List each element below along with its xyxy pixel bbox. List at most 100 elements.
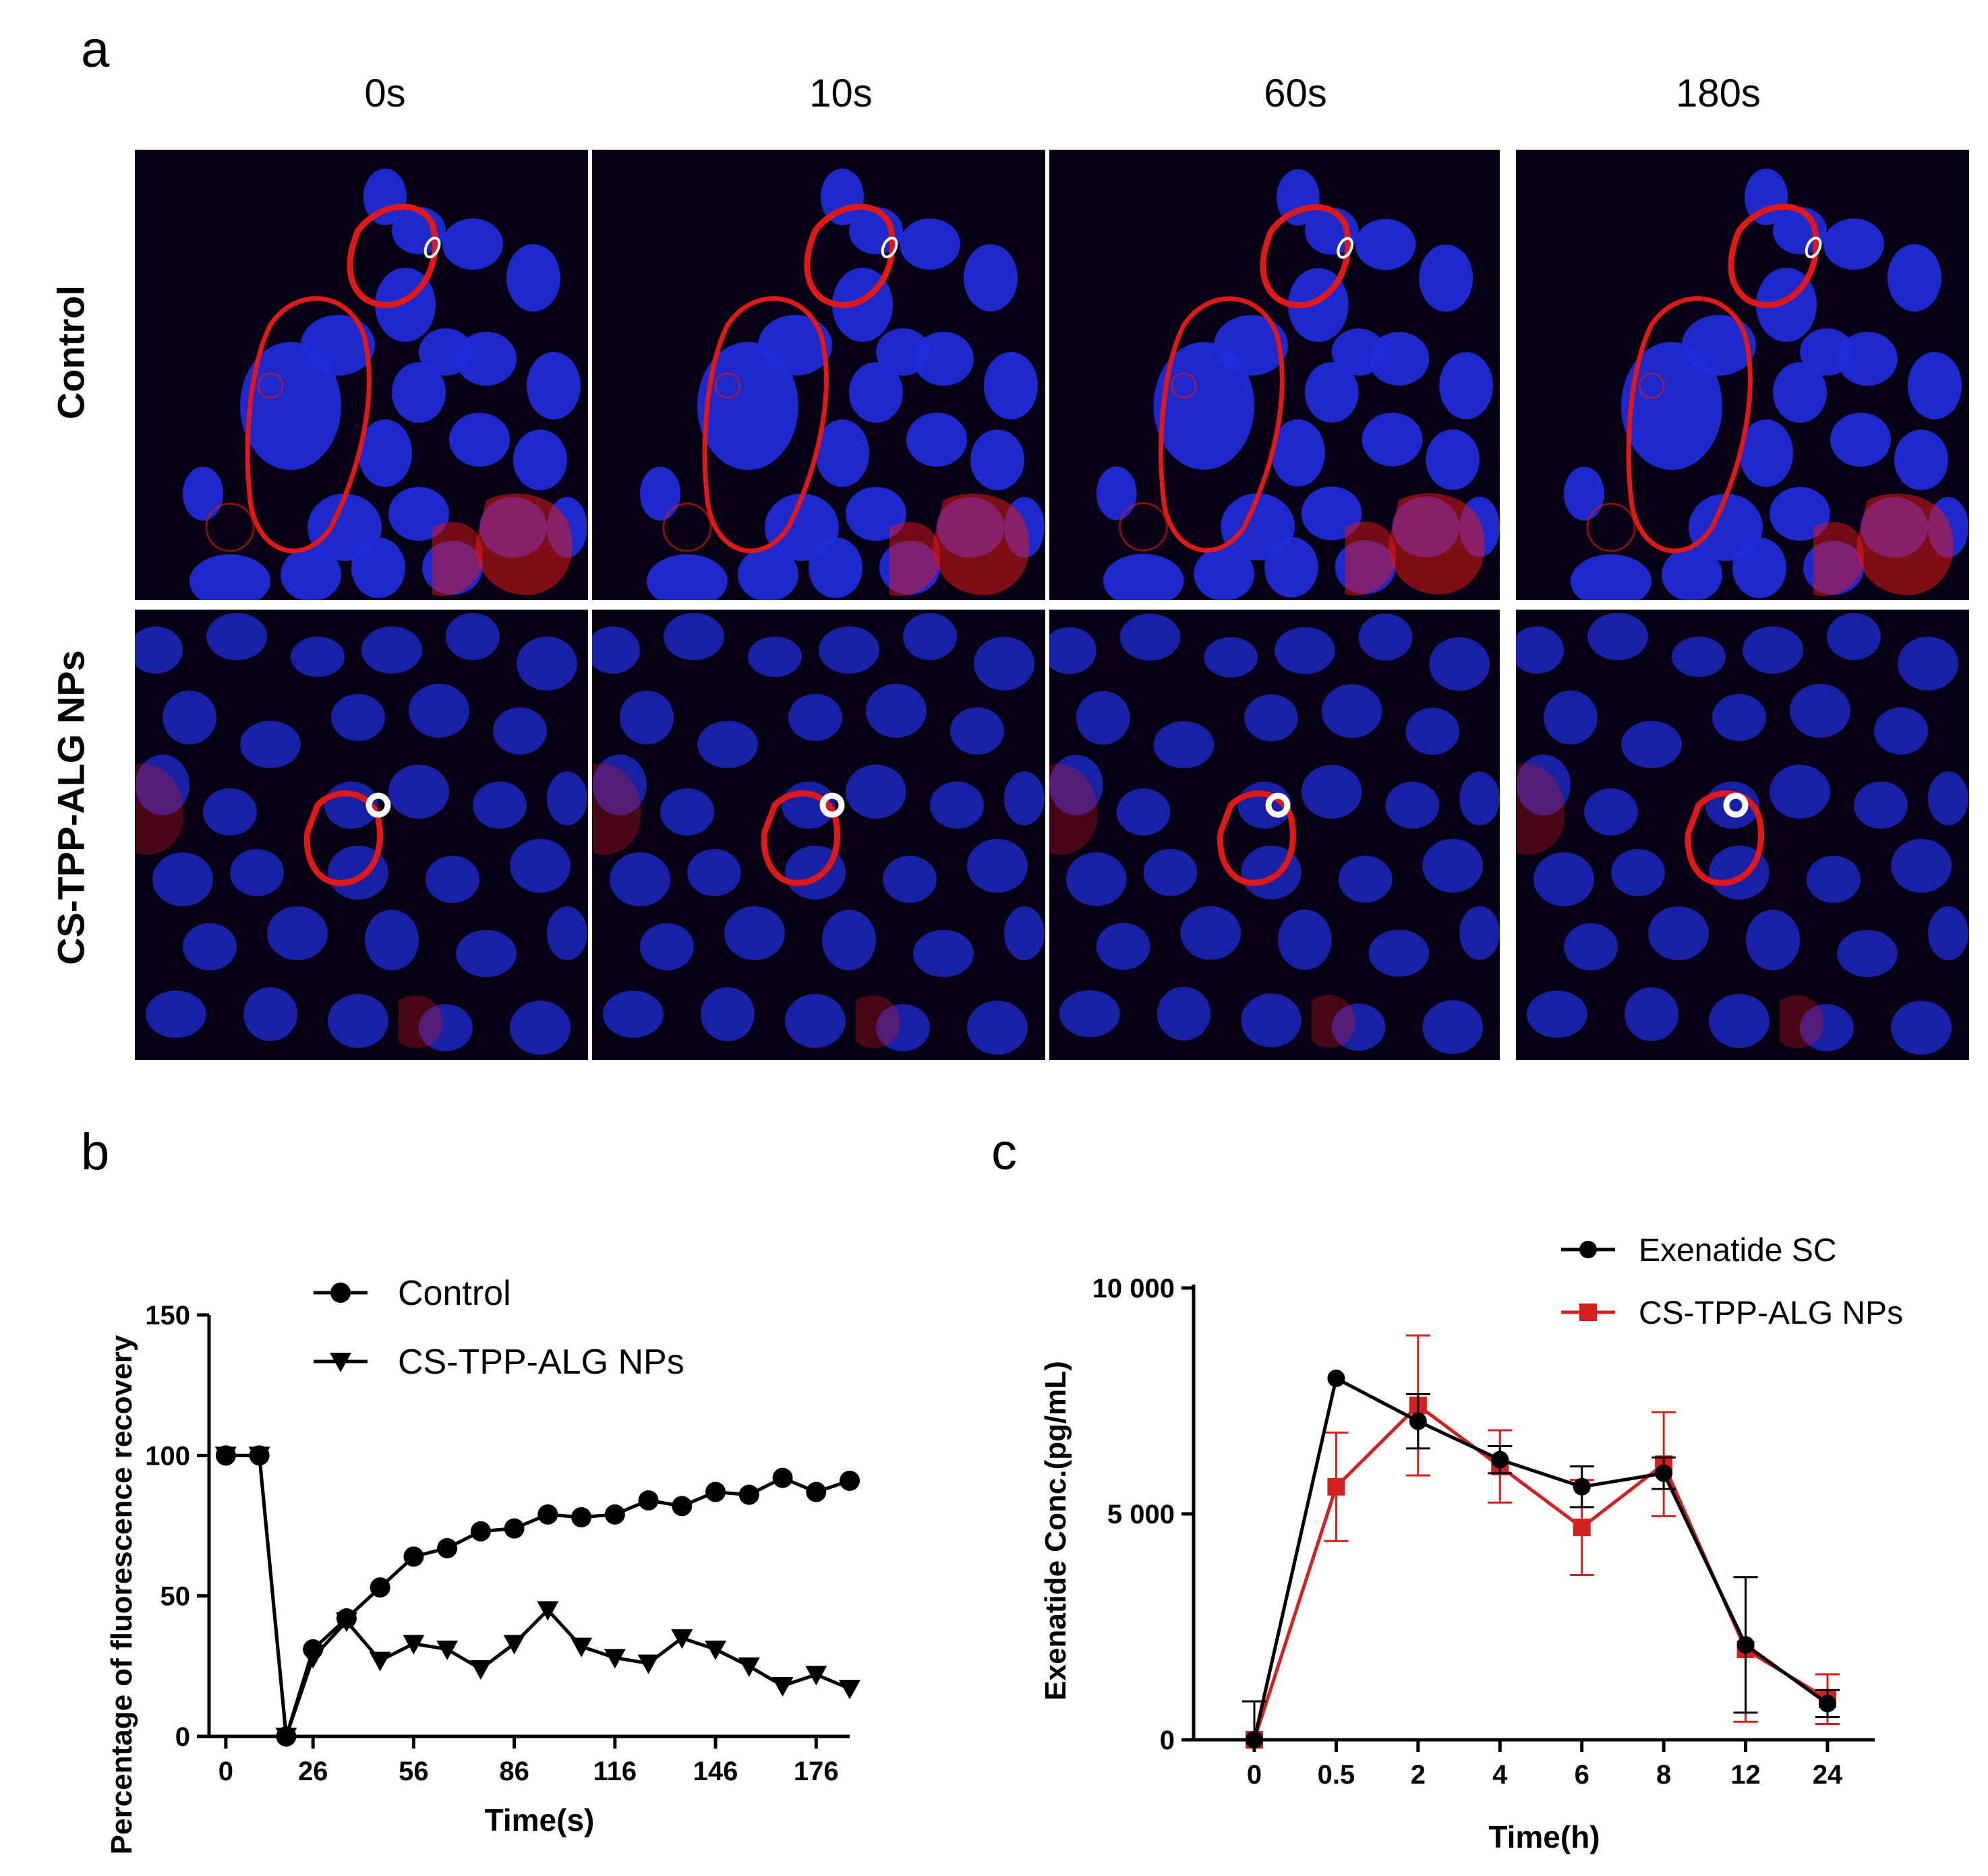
nucleus bbox=[664, 613, 724, 660]
nucleus bbox=[849, 362, 903, 423]
x-tick-label: 12 bbox=[1730, 1760, 1761, 1790]
nucleus bbox=[1745, 169, 1788, 225]
bleach-roi-marker bbox=[819, 792, 845, 818]
nucleus bbox=[510, 1001, 571, 1055]
cell-membrane bbox=[702, 296, 829, 554]
cell-membrane bbox=[245, 296, 372, 554]
nucleus bbox=[913, 332, 974, 386]
nucleus bbox=[1527, 991, 1587, 1038]
y-tick-label: 50 bbox=[160, 1582, 191, 1612]
nucleus bbox=[738, 548, 798, 600]
data-point bbox=[369, 1651, 391, 1672]
nucleus bbox=[183, 467, 223, 521]
nucleus bbox=[1564, 467, 1604, 521]
nucleus bbox=[647, 554, 728, 600]
nucleus bbox=[1116, 788, 1171, 836]
y-tick-label: 0 bbox=[1160, 1726, 1175, 1755]
data-point bbox=[370, 1577, 390, 1598]
nucleus bbox=[1743, 626, 1803, 674]
data-point bbox=[1327, 1477, 1345, 1496]
cell-membrane bbox=[1388, 493, 1485, 595]
cell-membrane bbox=[347, 204, 438, 308]
panel-a-letter: a bbox=[81, 21, 110, 78]
cell-membrane bbox=[1780, 995, 1824, 1049]
nucleus bbox=[240, 721, 301, 768]
nucleus bbox=[1516, 626, 1564, 674]
legend-label: Control bbox=[398, 1274, 511, 1313]
nucleus bbox=[900, 218, 960, 270]
cell-membrane bbox=[804, 204, 896, 308]
nucleus bbox=[1076, 691, 1130, 745]
nucleus bbox=[1368, 332, 1430, 386]
nucleus bbox=[1874, 707, 1928, 755]
control-image-1 bbox=[592, 150, 1045, 600]
nucleus bbox=[1271, 419, 1325, 487]
data-point bbox=[771, 1677, 794, 1697]
x-tick-label: 0 bbox=[218, 1757, 233, 1786]
nucleus bbox=[660, 788, 714, 836]
nucleus bbox=[846, 765, 906, 819]
cell-membrane bbox=[856, 995, 900, 1049]
nucleus bbox=[1157, 987, 1211, 1041]
control-image-2 bbox=[1049, 150, 1500, 600]
x-tick-label: 116 bbox=[593, 1757, 637, 1786]
nucleus bbox=[267, 906, 328, 960]
nucleus bbox=[1712, 694, 1766, 741]
nucleus bbox=[1587, 613, 1648, 660]
data-point bbox=[436, 1640, 459, 1660]
nucleus bbox=[1823, 218, 1884, 270]
nucleus bbox=[1571, 554, 1651, 600]
data-point bbox=[1819, 1695, 1836, 1713]
nucleus bbox=[1807, 856, 1861, 903]
chart-c-ylabel: Exenatide Conc.(pg/mL) bbox=[1039, 1361, 1072, 1701]
data-point bbox=[403, 1546, 424, 1567]
nucleus bbox=[1928, 906, 1968, 960]
nucleus bbox=[146, 991, 206, 1038]
cell-membrane bbox=[399, 995, 443, 1049]
nucleus bbox=[392, 362, 446, 423]
vesicle bbox=[1170, 372, 1197, 399]
panel-c-letter: c bbox=[991, 1123, 1017, 1181]
cell-membrane bbox=[1345, 521, 1396, 595]
row-label-control: Control bbox=[49, 285, 92, 420]
chart-b-xlabel: Time(s) bbox=[485, 1802, 595, 1838]
series-line-1 bbox=[1252, 1403, 1829, 1740]
nucleus bbox=[1385, 782, 1440, 829]
nucleus bbox=[1533, 852, 1594, 906]
nucleus bbox=[1625, 987, 1678, 1041]
y-tick-label: 10 000 bbox=[1092, 1274, 1175, 1303]
legend-marker bbox=[330, 1283, 351, 1303]
nucleus bbox=[510, 839, 571, 893]
nucleus bbox=[1770, 765, 1830, 819]
nucleus bbox=[1065, 852, 1127, 906]
x-tick-label: 6 bbox=[1575, 1760, 1589, 1790]
nucleus bbox=[206, 613, 267, 660]
time-label-60s: 60s bbox=[1264, 71, 1327, 115]
nucleus bbox=[1611, 849, 1665, 896]
x-tick-label: 0 bbox=[1247, 1760, 1262, 1790]
bleach-roi-marker bbox=[881, 236, 898, 259]
legend-marker bbox=[330, 1353, 351, 1372]
data-point bbox=[1736, 1636, 1755, 1654]
cell-membrane bbox=[1857, 494, 1954, 595]
data-point bbox=[604, 1504, 625, 1525]
nucleus bbox=[1405, 707, 1460, 755]
nucleus bbox=[361, 626, 422, 674]
x-tick-label: 86 bbox=[499, 1757, 529, 1786]
nucleus bbox=[1800, 1004, 1854, 1051]
nucleus bbox=[906, 413, 967, 467]
nucleus bbox=[815, 419, 869, 487]
nucleus bbox=[809, 537, 863, 598]
panel-b-letter: b bbox=[81, 1123, 110, 1181]
nucleus bbox=[493, 707, 547, 755]
nucleus bbox=[970, 430, 1024, 490]
nucleus bbox=[1662, 548, 1722, 600]
nucleus bbox=[506, 244, 560, 312]
nucleus bbox=[593, 755, 647, 815]
data-point bbox=[437, 1537, 458, 1558]
data-point bbox=[469, 1660, 492, 1680]
data-point bbox=[705, 1482, 726, 1502]
nucleus bbox=[1928, 771, 1968, 825]
nucleus bbox=[1827, 613, 1881, 660]
cell-membrane bbox=[761, 790, 841, 886]
